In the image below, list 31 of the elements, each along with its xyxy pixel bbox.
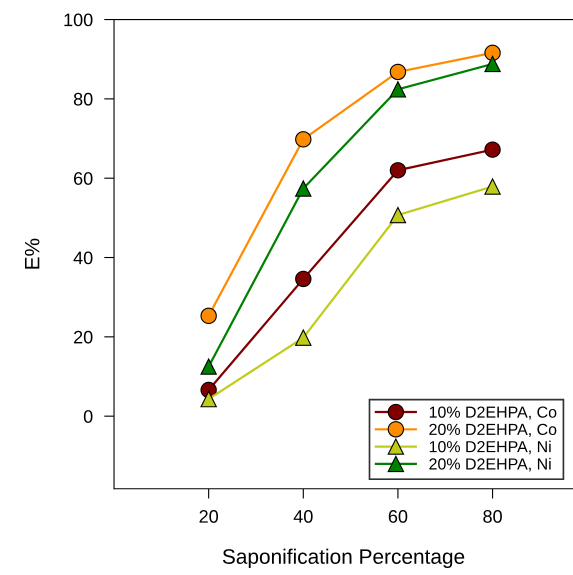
point [484,141,501,158]
point [295,131,312,148]
x-tick-label: 60 [388,510,408,523]
point [484,56,501,72]
x-tick-label: 20 [200,510,218,523]
legend-label: 20% D2EHPA, Ni [429,458,551,472]
point [295,270,312,288]
point [295,329,312,346]
y-tick-label: 60 [74,172,92,185]
legend-label: 10% D2EHPA, Ni [430,440,551,454]
point [390,64,406,80]
y-tick-label: 40 [74,251,92,264]
point [390,81,406,98]
legend-label: 10% D2EHPA, Co [430,406,556,420]
point [484,178,501,195]
x-axis-title: Saponification Percentage [222,548,464,568]
point [390,162,406,178]
y-tick-label: 0 [84,410,92,423]
point [484,44,501,62]
y-axis-title: E% [24,238,40,269]
y-tick-label: 100 [64,13,92,26]
legend-label: 20% D2EHPA, Co [429,424,556,437]
point [200,358,217,375]
x-tick-label: 40 [294,510,313,523]
y-tick-label: 20 [74,330,92,344]
y-tick-label: 80 [74,92,92,106]
point [390,206,406,224]
point [200,390,217,408]
point [295,180,312,197]
x-tick-label: 80 [483,510,502,523]
point [200,308,217,324]
